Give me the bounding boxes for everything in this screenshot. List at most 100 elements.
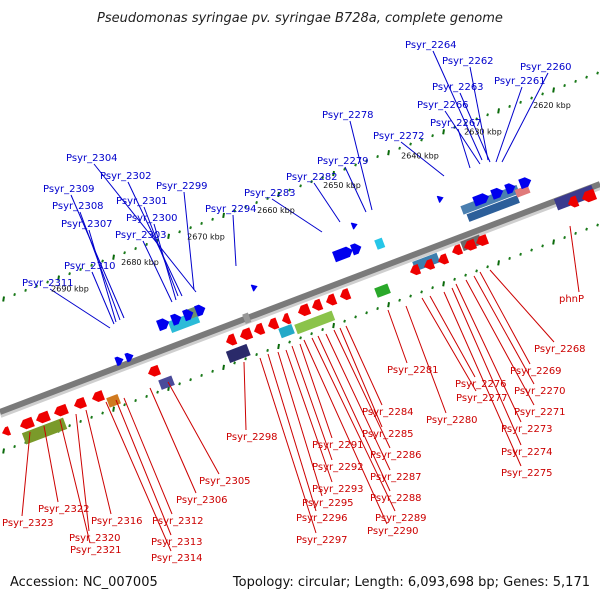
reverse-gene (2, 426, 12, 436)
tick-mark (145, 242, 148, 246)
reverse-label-line (429, 295, 476, 378)
reverse-gene (282, 312, 292, 325)
tick-mark (541, 244, 544, 248)
tick-mark (288, 188, 291, 192)
forward-label-line (349, 120, 373, 211)
tick-mark (365, 311, 368, 315)
tick-mark (35, 284, 38, 288)
feature-block (278, 323, 295, 339)
tick-mark (299, 336, 302, 340)
reverse-label-line (59, 419, 91, 544)
tick-mark (211, 369, 214, 373)
tick-mark (409, 294, 412, 298)
forward-gene (124, 352, 134, 363)
tick-mark (508, 256, 511, 261)
tick-mark (79, 419, 82, 424)
tick-mark (332, 322, 335, 329)
tick-mark (233, 209, 236, 213)
tick-mark (13, 292, 16, 297)
tick-mark (409, 142, 412, 146)
reverse-gene-label: Psyr_2289 (375, 513, 427, 524)
tick-mark (398, 146, 401, 150)
reverse-label-line (387, 309, 408, 364)
tick-mark (189, 226, 192, 230)
reverse-gene-label: Psyr_2286 (370, 450, 422, 461)
forward-gene (350, 243, 362, 256)
reverse-label-line (285, 349, 333, 483)
feature-block (242, 312, 252, 324)
reverse-gene-label: Psyr_2322 (38, 504, 90, 515)
tick-mark (145, 394, 148, 398)
forward-gene-label: Psyr_2310 (64, 261, 116, 272)
forward-gene-label: Psyr_2308 (52, 201, 104, 212)
feature-block (294, 310, 336, 335)
reverse-gene-label: Psyr_2277 (456, 393, 508, 404)
tick-mark (475, 117, 478, 121)
backbone-line (0, 181, 600, 415)
forward-gene-label: Psyr_2301 (116, 196, 168, 207)
reverse-label-line (277, 351, 323, 497)
forward-gene-label: Psyr_2299 (156, 181, 208, 192)
reverse-label-line (85, 409, 112, 515)
reverse-gene-label: Psyr_2284 (362, 407, 414, 418)
forward-label-line (444, 110, 481, 165)
feature-block (374, 283, 391, 298)
reverse-gene (240, 327, 254, 341)
tick-mark (68, 272, 71, 276)
scale-tick-label: 2690 kbp (51, 284, 89, 293)
tick-mark (431, 286, 434, 290)
reverse-label-line (569, 225, 580, 293)
tick-mark (574, 231, 577, 235)
forward-gene-label: Psyr_2260 (520, 62, 572, 73)
forward-gene (490, 187, 504, 200)
reverse-gene-label: Psyr_2290 (367, 526, 419, 537)
reverse-label-line (311, 337, 396, 512)
reverse-label-line (291, 345, 333, 461)
forward-gene-label: Psyr_2261 (494, 76, 546, 87)
reverse-label-line (303, 339, 388, 525)
reverse-label-line (421, 297, 477, 392)
scale-labels: 2620 kbp 2630 kbp 2640 kbp 2650 kbp 2660 kbp… (51, 101, 571, 293)
tick-mark (431, 134, 434, 138)
forward-label-line (93, 163, 197, 293)
tick-mark (376, 155, 379, 159)
tick-mark (310, 180, 313, 184)
forward-gene-label: Psyr_2303 (115, 230, 167, 241)
reverse-label-line (443, 291, 522, 467)
tick-mark (519, 252, 522, 256)
tick-mark (277, 191, 280, 198)
feature-block (158, 375, 175, 390)
tick-mark (310, 332, 313, 336)
forward-gene-label: Psyr_2267 (430, 118, 482, 129)
tick-mark (222, 212, 225, 219)
reverse-gene-label: Psyr_2276 (455, 379, 507, 390)
forward-gene (350, 222, 358, 230)
scale-tick-label: 2650 kbp (323, 181, 361, 190)
forward-gene (156, 318, 170, 332)
tick-mark (277, 343, 280, 350)
forward-gene-label: Psyr_2264 (405, 40, 457, 51)
forward-label-line (88, 229, 117, 323)
reverse-gene-label: phnP (559, 294, 584, 305)
tick-mark (255, 353, 258, 357)
forward-gene-label: Psyr_2283 (244, 188, 296, 199)
forward-gene-label: Psyr_2307 (61, 219, 113, 230)
reverse-label-line (21, 431, 31, 517)
reverse-gene-label: Psyr_2269 (510, 366, 562, 377)
tick-mark (200, 221, 203, 226)
reverse-label-line (243, 361, 247, 431)
tick-mark (475, 269, 478, 273)
genome-backbone (0, 181, 600, 418)
scale-tick-label: 2660 kbp (257, 206, 295, 215)
reverse-gene (54, 403, 69, 417)
tick-mark (398, 298, 401, 302)
forward-gene (472, 193, 489, 207)
tick-mark (24, 288, 27, 292)
tick-mark (332, 170, 335, 177)
reverse-label-line (345, 325, 383, 406)
forward-label-line (127, 181, 183, 297)
tick-mark (200, 373, 203, 378)
tick-mark (387, 302, 390, 308)
tick-mark (596, 71, 599, 75)
forward-gene-label: Psyr_2282 (286, 172, 338, 183)
